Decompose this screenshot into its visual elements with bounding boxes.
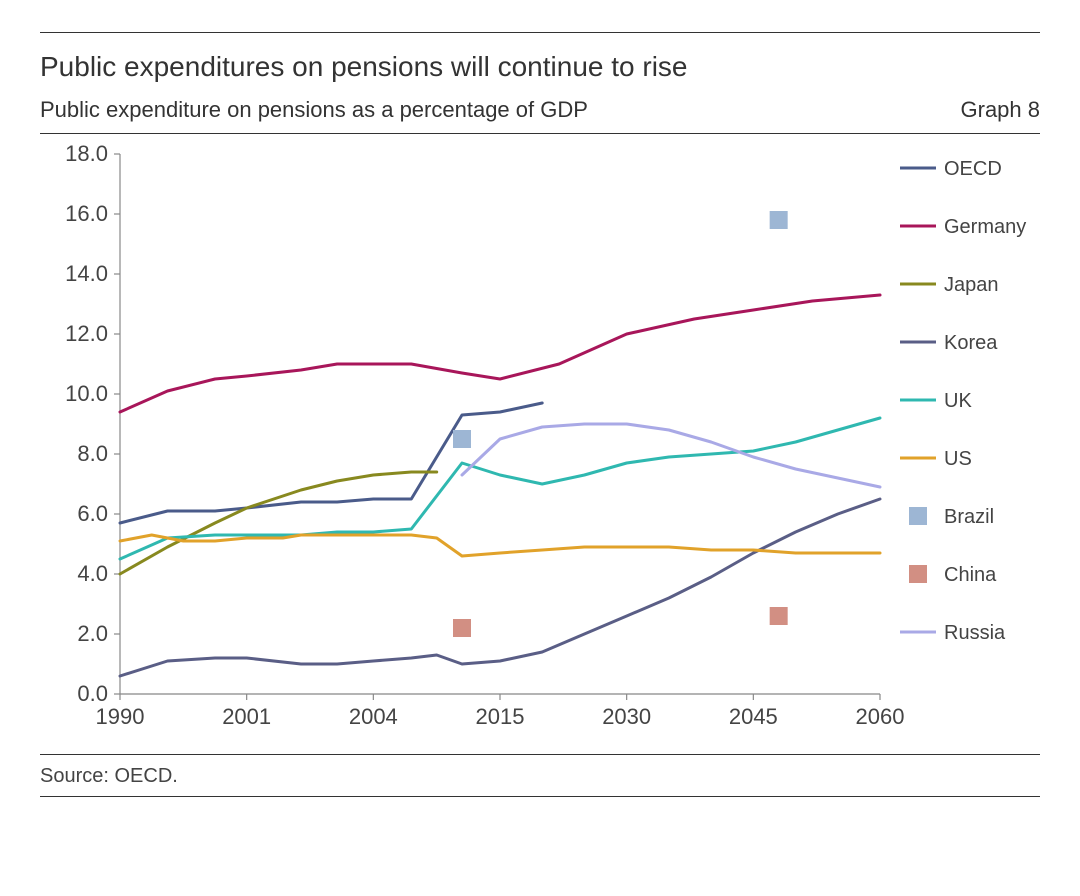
bottom-rule-1: [40, 754, 1040, 755]
legend-label-china: China: [944, 564, 997, 586]
series-marker-china: [453, 619, 471, 637]
x-tick-label: 1990: [96, 704, 145, 729]
chart-title: Public expenditures on pensions will con…: [40, 51, 1040, 83]
x-tick-label: 2001: [222, 704, 271, 729]
y-tick-label: 12.0: [65, 321, 108, 346]
series-line-japan: [120, 472, 437, 574]
y-tick-label: 10.0: [65, 381, 108, 406]
series-line-korea: [120, 499, 880, 676]
top-rule: [40, 32, 1040, 33]
legend-label-brazil: Brazil: [944, 506, 994, 528]
legend-label-japan: Japan: [944, 274, 999, 296]
y-tick-label: 14.0: [65, 261, 108, 286]
x-tick-label: 2030: [602, 704, 651, 729]
y-tick-label: 18.0: [65, 141, 108, 166]
series-line-oecd: [120, 403, 542, 523]
y-tick-label: 16.0: [65, 201, 108, 226]
y-tick-label: 6.0: [77, 501, 108, 526]
series-marker-china: [770, 607, 788, 625]
line-chart-svg: 0.0 2.0 4.0 6.0 8.0 10.0 12.0 14.0 16.0 18.0 1990 2…: [40, 134, 1040, 754]
x-tick-label: 2004: [349, 704, 398, 729]
legend-swatch-china: [909, 565, 927, 583]
series-marker-brazil: [770, 211, 788, 229]
x-tick-label: 2060: [856, 704, 905, 729]
chart-area: 0.0 2.0 4.0 6.0 8.0 10.0 12.0 14.0 16.0 18.0 1990 2…: [40, 134, 1040, 754]
series-marker-brazil: [453, 430, 471, 448]
y-tick-label: 4.0: [77, 561, 108, 586]
chart-subtitle: Public expenditure on pensions as a perc…: [40, 97, 588, 123]
y-tick-label: 2.0: [77, 621, 108, 646]
y-tick-label: 8.0: [77, 441, 108, 466]
legend-label-us: US: [944, 448, 972, 470]
chart-page: Public expenditures on pensions will con…: [0, 0, 1080, 896]
subtitle-row: Public expenditure on pensions as a perc…: [40, 97, 1040, 123]
legend-label-oecd: OECD: [944, 158, 1002, 180]
y-tick-label: 0.0: [77, 681, 108, 706]
legend-label-germany: Germany: [944, 216, 1026, 238]
x-tick-label: 2045: [729, 704, 778, 729]
legend-label-korea: Korea: [944, 332, 998, 354]
legend-label-uk: UK: [944, 390, 972, 412]
legend-swatch-brazil: [909, 507, 927, 525]
legend-label-russia: Russia: [944, 622, 1006, 644]
source-label: Source: OECD.: [40, 765, 1040, 788]
bottom-rule-2: [40, 796, 1040, 797]
graph-number-label: Graph 8: [961, 97, 1041, 123]
x-tick-label: 2015: [476, 704, 525, 729]
series-line-germany: [120, 295, 880, 412]
